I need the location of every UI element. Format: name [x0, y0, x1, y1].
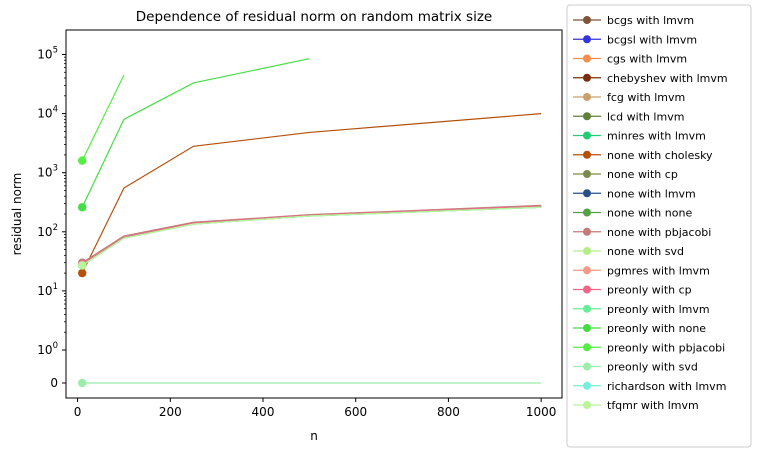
legend-marker: [583, 362, 591, 371]
legend-marker: [583, 266, 591, 275]
legend-label: none with lmvm: [607, 187, 696, 200]
legend-marker: [583, 189, 591, 198]
legend-label: tfqmr with lmvm: [607, 399, 699, 412]
legend-label: fcg with lmvm: [607, 91, 685, 104]
data-point: [78, 268, 87, 278]
legend-marker: [583, 150, 591, 159]
legend-label: chebyshev with lmvm: [607, 72, 728, 85]
series-layer: [78, 58, 542, 388]
legend-marker: [583, 170, 591, 178]
legend-label: cgs with lmvm: [607, 53, 687, 66]
data-point: [78, 378, 87, 388]
legend-marker: [583, 16, 591, 24]
legend-marker: [583, 247, 591, 255]
series-line: [81, 58, 310, 208]
legend-label: none with none: [607, 207, 692, 220]
series-line: [81, 205, 542, 265]
legend-label: preonly with svd: [607, 361, 698, 374]
legend-marker: [583, 112, 591, 121]
legend-label: none with pbjacobi: [607, 226, 711, 239]
y-tick-label: 105: [37, 46, 58, 62]
chart-title: Dependence of residual norm on random ma…: [136, 9, 492, 25]
legend-marker: [583, 54, 591, 63]
legend-marker: [583, 401, 591, 409]
legend-marker: [583, 208, 591, 217]
x-tick-label: 600: [344, 405, 367, 419]
data-point: [78, 203, 87, 212]
data-point: [78, 156, 87, 165]
legend-label: bcgsl with lmvm: [607, 33, 697, 46]
legend-label: lcd with lmvm: [607, 110, 684, 123]
legend-label: minres with lmvm: [607, 130, 706, 143]
legend-marker: [583, 343, 591, 352]
legend-label: bcgs with lmvm: [607, 14, 694, 27]
legend-marker: [583, 285, 591, 294]
legend-box: [566, 4, 752, 448]
legend-label: none with cp: [607, 168, 678, 181]
legend-label: none with svd: [607, 245, 684, 258]
x-axis-label: n: [310, 429, 318, 443]
series-line: [81, 74, 125, 161]
legend-label: preonly with lmvm: [607, 303, 710, 316]
legend-marker: [583, 93, 591, 101]
legend-label: pgmres with lmvm: [607, 264, 710, 277]
y-tick-label: 102: [37, 223, 58, 239]
legend-marker: [583, 304, 591, 313]
series-line: [81, 206, 542, 266]
y-tick-label: 100: [37, 341, 58, 357]
x-tick-label: 0: [74, 405, 82, 419]
series-line: [81, 204, 542, 264]
series-line: [81, 113, 542, 274]
x-tick-label: 1000: [526, 405, 557, 419]
y-tick-label: 0: [50, 376, 58, 390]
legend: bcgs with lmvm bcgsl with lmvm cgs with lm…: [566, 4, 752, 448]
legend-label: preonly with pbjacobi: [607, 341, 725, 354]
y-axis-label: residual norm: [10, 173, 24, 256]
legend-label: none with cholesky: [607, 149, 713, 162]
legend-label: preonly with none: [607, 322, 706, 335]
legend-marker: [583, 227, 591, 236]
legend-marker: [583, 324, 591, 332]
y-tick-label: 104: [37, 105, 58, 121]
x-tick-label: 800: [437, 405, 460, 419]
legend-marker: [583, 381, 591, 390]
x-tick-label: 400: [252, 405, 275, 419]
y-tick-label: 101: [37, 282, 58, 298]
legend-label: preonly with cp: [607, 284, 692, 297]
data-point: [78, 261, 87, 270]
legend-marker: [583, 35, 591, 44]
legend-marker: [583, 73, 591, 82]
legend-marker: [583, 131, 591, 140]
x-tick-label: 200: [159, 405, 182, 419]
y-tick-label: 103: [37, 164, 58, 180]
legend-label: richardson with lmvm: [607, 380, 726, 393]
